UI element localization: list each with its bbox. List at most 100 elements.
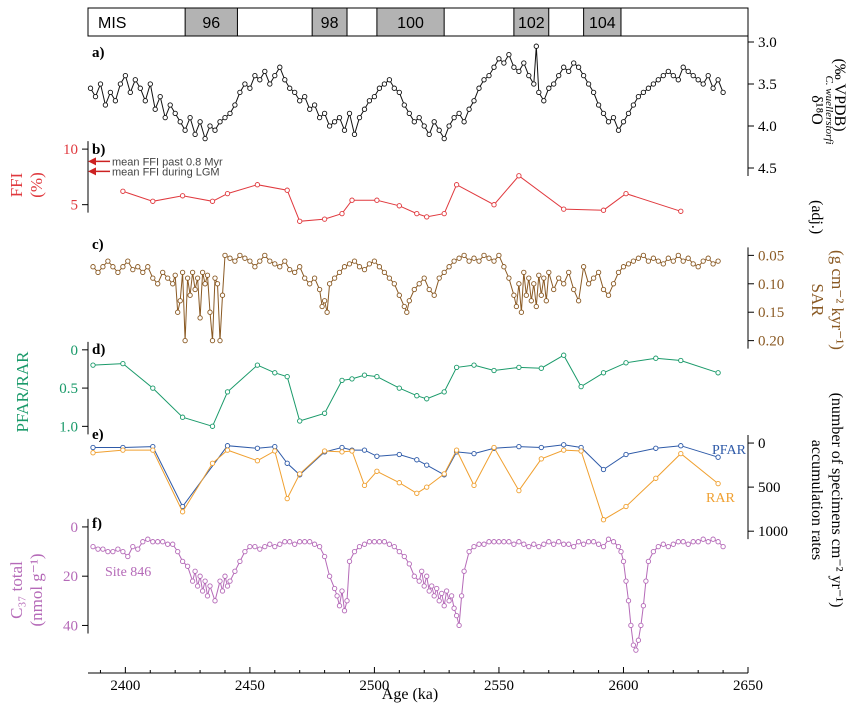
series-a-point bbox=[406, 110, 412, 117]
series-a-point bbox=[685, 68, 691, 75]
series-d-point bbox=[396, 385, 402, 391]
y-axis-suffix: (adj.) bbox=[808, 200, 825, 234]
series-a-point bbox=[541, 98, 547, 104]
series-d-point bbox=[441, 389, 447, 395]
series-a-point bbox=[122, 72, 129, 79]
series-a-point bbox=[416, 114, 422, 121]
y-axis-unit: (nmol g⁻¹) bbox=[27, 553, 46, 626]
series-a-point bbox=[152, 106, 158, 112]
series-a-point bbox=[346, 110, 353, 117]
series-rar-point bbox=[561, 447, 567, 453]
series-rar-point bbox=[424, 484, 430, 490]
series-c-point bbox=[199, 269, 206, 276]
series-c-point bbox=[513, 303, 520, 310]
series-pfar-point bbox=[678, 443, 684, 449]
series-f-point bbox=[443, 588, 450, 594]
series-f-point bbox=[670, 541, 676, 547]
series-c-point bbox=[625, 261, 632, 267]
series-c-point bbox=[538, 292, 544, 298]
series-d-point bbox=[491, 367, 497, 374]
series-pfar-point bbox=[272, 443, 278, 450]
series-c-point bbox=[202, 281, 208, 287]
series-rar-point bbox=[284, 495, 290, 502]
series-a-point bbox=[506, 51, 512, 58]
series-f-point bbox=[252, 543, 258, 550]
series-c-point bbox=[371, 258, 378, 264]
series-f-point bbox=[90, 543, 96, 550]
x-tick-label: 2550 bbox=[484, 678, 514, 694]
series-f-point bbox=[710, 536, 716, 542]
series-f-point bbox=[165, 541, 171, 547]
series-a-point bbox=[316, 114, 323, 121]
series-a-point bbox=[87, 85, 94, 91]
series-f-point bbox=[638, 622, 644, 629]
series-c-point bbox=[461, 252, 467, 259]
series-a-point bbox=[595, 102, 602, 108]
series-f-point bbox=[660, 541, 666, 547]
series-d-point bbox=[424, 396, 430, 402]
series-d-point bbox=[90, 362, 96, 368]
series-f-point bbox=[326, 573, 333, 579]
series-d-point bbox=[374, 373, 380, 380]
series-f-point bbox=[140, 539, 146, 545]
series-a-point bbox=[351, 131, 358, 138]
series-f-point bbox=[571, 543, 577, 550]
series-f-point bbox=[434, 585, 440, 592]
series-c-point bbox=[115, 269, 121, 276]
y-tick-label: 1000 bbox=[758, 524, 788, 540]
series-a-point bbox=[147, 81, 153, 87]
series-f-point bbox=[491, 539, 497, 545]
series-c-point bbox=[566, 269, 572, 276]
series-c-point bbox=[533, 303, 539, 310]
series-pfar-point bbox=[715, 454, 721, 460]
series-pfar-point bbox=[339, 444, 345, 451]
series-f-point bbox=[436, 598, 442, 604]
series-c-point bbox=[316, 286, 323, 293]
series-f-point bbox=[292, 541, 298, 547]
series-f-point bbox=[391, 543, 397, 550]
series-f-point bbox=[561, 541, 567, 547]
series-a-point bbox=[396, 89, 402, 96]
series-f-point bbox=[630, 642, 637, 648]
series-c-point bbox=[665, 255, 671, 261]
mis-stage-label: 96 bbox=[202, 15, 220, 32]
series-f-point bbox=[615, 543, 622, 550]
series-c-point bbox=[421, 275, 427, 281]
ffi-marker-arrowhead bbox=[88, 167, 96, 176]
series-f-point bbox=[170, 541, 176, 547]
series-c-point bbox=[536, 272, 542, 278]
series-d-point bbox=[179, 414, 186, 420]
y-axis-title: C₃₇ total bbox=[7, 561, 26, 619]
series-c-point bbox=[543, 298, 549, 304]
series-c-point bbox=[436, 275, 442, 281]
series-f-point bbox=[695, 539, 701, 545]
series-f-point bbox=[426, 588, 432, 594]
series-f-point bbox=[227, 578, 233, 584]
series-d-point bbox=[120, 360, 126, 367]
series-d-point bbox=[623, 360, 629, 366]
series-a-point bbox=[212, 127, 218, 133]
series-f-point bbox=[526, 543, 532, 550]
series-f-point bbox=[446, 598, 452, 604]
series-f-point bbox=[700, 536, 706, 542]
series-f-point bbox=[356, 543, 363, 550]
series-c-point bbox=[204, 272, 211, 278]
series-c-point bbox=[145, 264, 151, 270]
series-f-point bbox=[429, 583, 435, 589]
series-f-point bbox=[130, 543, 136, 550]
series-a-point bbox=[451, 114, 457, 121]
series-a-point bbox=[715, 77, 721, 83]
series-f-point bbox=[496, 539, 502, 545]
series-a-point bbox=[585, 81, 592, 87]
series-a-point bbox=[187, 114, 193, 121]
series-b-point bbox=[224, 190, 231, 197]
mis-stage-label: 100 bbox=[397, 15, 424, 32]
series-c-point bbox=[130, 266, 136, 273]
series-a-point bbox=[197, 119, 203, 125]
series-a-point bbox=[282, 77, 288, 83]
series-c-point bbox=[179, 269, 186, 276]
x-tick-label: 2450 bbox=[235, 678, 265, 694]
series-c-point bbox=[222, 252, 228, 259]
